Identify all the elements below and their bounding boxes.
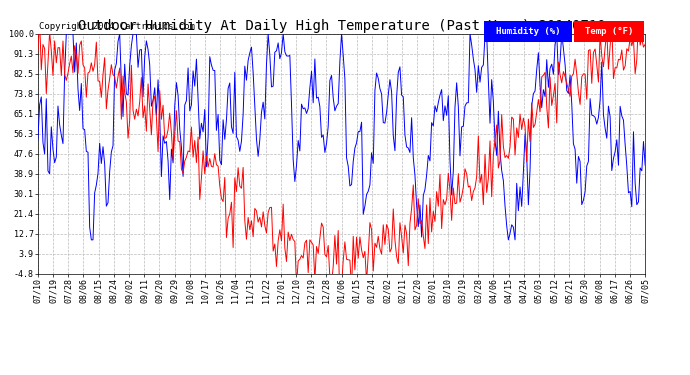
Text: Humidity (%): Humidity (%) [496,27,560,36]
Title: Outdoor Humidity At Daily High Temperature (Past Year) 20140710: Outdoor Humidity At Daily High Temperatu… [78,19,605,33]
FancyBboxPatch shape [484,21,572,42]
Text: Copyright 2014 Cartronics.com: Copyright 2014 Cartronics.com [39,22,195,32]
FancyBboxPatch shape [574,21,644,42]
Text: Temp (°F): Temp (°F) [585,27,633,36]
